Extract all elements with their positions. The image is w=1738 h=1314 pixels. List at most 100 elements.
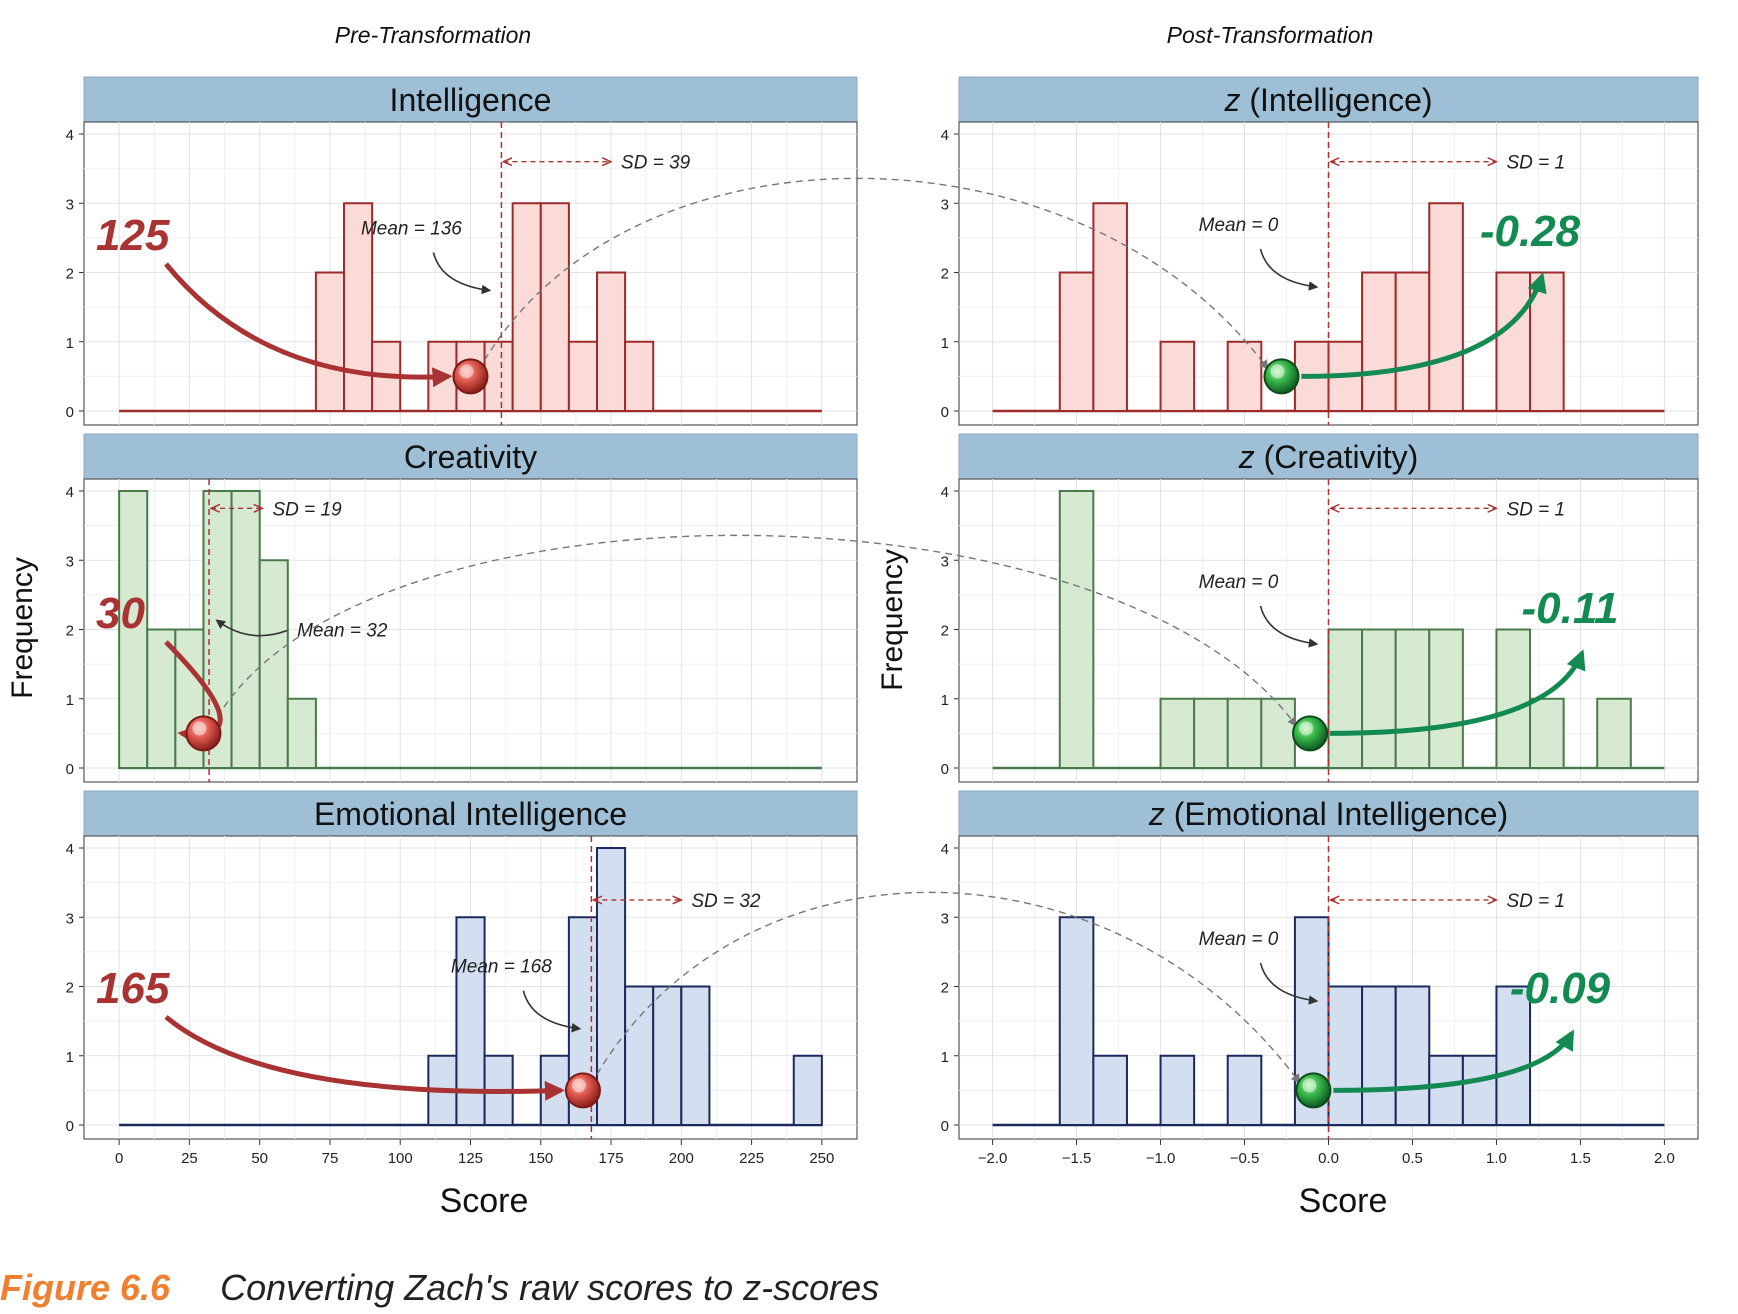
z-score-marker: [1292, 715, 1329, 752]
sd-label: SD = 39: [621, 153, 691, 174]
panel-z-intelligence: z (Intelligence) 0 1 2 3 4 SD = 1 Mean = 0: [941, 76, 1699, 426]
histogram-bar: [1428, 202, 1464, 412]
y-tick-label: 2: [66, 980, 74, 997]
histogram-bar: [1226, 1054, 1263, 1126]
x-tick-label: 150: [528, 1150, 553, 1167]
y-axis-label-left: Frequency: [6, 557, 39, 699]
z-score-arrow: [1330, 649, 1586, 736]
z-score-marker: [1295, 1072, 1332, 1109]
panel-title: z (Creativity): [1238, 439, 1419, 475]
mean-pointer: [432, 252, 492, 295]
z-score-label: -0.09: [1510, 964, 1611, 1013]
x-axis-label-left: Score: [440, 1182, 529, 1220]
y-tick-label: 2: [941, 266, 949, 283]
panel-creativity: Creativity 0 1 2 3 4 SD = 19 Mean = 32: [66, 433, 858, 783]
x-tick-label: 175: [599, 1150, 624, 1167]
histogram-bar: [1226, 697, 1263, 769]
histogram-bar: [258, 559, 289, 769]
histogram-bar: [595, 271, 627, 412]
panel-title: z (Intelligence): [1223, 82, 1432, 118]
caption-label: Figure 6.6: [0, 1267, 171, 1308]
panel-title: Emotional Intelligence: [314, 796, 627, 832]
panel-strip: [958, 433, 1699, 480]
panel-title: Intelligence: [390, 82, 552, 118]
y-tick-label: 4: [941, 127, 949, 144]
x-tick-label: 0.0: [1318, 1150, 1339, 1167]
y-tick-label: 1: [66, 692, 74, 709]
y-tick-label: 0: [66, 404, 74, 421]
x-tick-label: 75: [322, 1150, 339, 1167]
y-tick-label: 3: [941, 196, 949, 213]
histogram-bar: [1428, 628, 1464, 769]
y-tick-label: 0: [66, 761, 74, 778]
sd-label: SD = 1: [1506, 153, 1565, 174]
y-tick-label: 0: [941, 404, 949, 421]
raw-score-marker-highlight: [571, 1078, 586, 1093]
y-tick-label: 1: [941, 335, 949, 352]
y-tick-label: 0: [941, 761, 949, 778]
histogram-bar: [343, 202, 374, 412]
panel-title-text: (Creativity): [1264, 439, 1419, 475]
x-axis-label-right: Score: [1299, 1182, 1388, 1220]
histogram-bar: [1529, 697, 1565, 769]
sd-label: SD = 1: [1506, 891, 1565, 912]
x-tick-label: 1.0: [1486, 1150, 1507, 1167]
histogram-bar: [1394, 628, 1431, 769]
x-tick-label: 250: [809, 1150, 834, 1167]
z-score-marker: [1263, 358, 1300, 395]
y-tick-label: 1: [941, 692, 949, 709]
panel-title: Creativity: [404, 439, 537, 475]
histogram-bar: [1327, 628, 1364, 769]
histogram-bar: [539, 202, 570, 412]
y-tick-label: 2: [941, 623, 949, 640]
histogram-bar: [652, 985, 683, 1126]
y-tick-label: 3: [66, 196, 74, 213]
y-tick-label: 4: [941, 841, 949, 858]
panel-title-z: z: [1238, 439, 1264, 475]
z-score-marker-highlight: [1270, 364, 1285, 379]
mean-pointer: [1259, 962, 1319, 1005]
histogram-bar: [1159, 340, 1196, 412]
x-tick-label: 25: [181, 1150, 198, 1167]
histogram-bar: [1394, 271, 1431, 412]
x-tick-label: 0.5: [1402, 1150, 1423, 1167]
mean-pointer: [215, 619, 288, 637]
histogram-bar: [1361, 985, 1397, 1126]
histogram-bar: [1495, 985, 1532, 1126]
x-tick-label: 125: [458, 1150, 483, 1167]
panel-z-emotional-intelligence: z (Emotional Intelligence) 0 1 2 3 4 SD = 1 Mea…: [941, 790, 1699, 1167]
x-tick-label: 100: [388, 1150, 413, 1167]
mean-label: Mean = 32: [297, 621, 388, 642]
raw-score-label: 30: [96, 589, 145, 638]
histogram-bar: [1327, 985, 1364, 1126]
panel-title-text: (Emotional Intelligence): [1174, 796, 1508, 832]
y-tick-label: 3: [941, 553, 949, 570]
histogram-bar: [1092, 1054, 1128, 1126]
x-tick-label: 1.5: [1570, 1150, 1591, 1167]
x-tick-label: 225: [739, 1150, 764, 1167]
dashed-connector: [483, 177, 1269, 370]
panel-strip: [958, 76, 1699, 123]
mean-label: Mean = 0: [1199, 572, 1279, 593]
histogram-bar: [1159, 697, 1196, 769]
y-tick-label: 4: [66, 484, 74, 501]
dashed-connector: [216, 534, 1298, 727]
sd-label: SD = 19: [272, 499, 342, 520]
histogram-bar: [146, 628, 177, 769]
mean-pointer: [1259, 605, 1319, 648]
histogram-bar: [230, 490, 261, 769]
x-tick-label: −1.0: [1146, 1150, 1176, 1167]
caption: Figure 6.6 Converting Zach's raw scores …: [0, 1267, 879, 1308]
y-tick-label: 0: [66, 1118, 74, 1135]
z-score-marker-highlight: [1302, 1078, 1317, 1093]
post-transformation-title: Post-Transformation: [1167, 22, 1374, 48]
histogram-bar: [1058, 271, 1095, 412]
mean-label: Mean = 0: [1199, 929, 1279, 950]
mean-label: Mean = 0: [1199, 215, 1279, 236]
x-tick-label: 50: [251, 1150, 268, 1167]
y-tick-label: 4: [66, 127, 74, 144]
panel-strip: [83, 76, 858, 123]
y-tick-label: 2: [66, 623, 74, 640]
y-axis-label-right: Frequency: [876, 549, 909, 691]
z-score-arrow: [1301, 272, 1547, 379]
